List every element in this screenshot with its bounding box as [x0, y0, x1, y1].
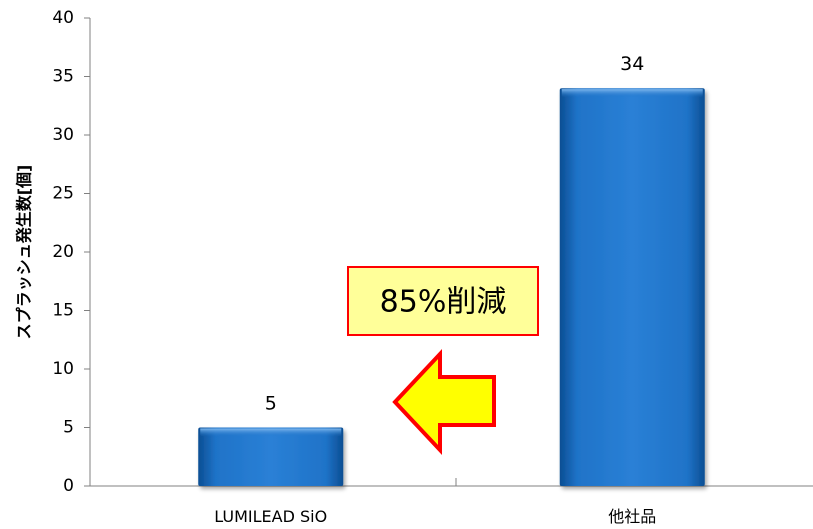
category-label: 他社品	[608, 507, 656, 526]
y-axis-ticks: 0 5 10 15 20 25 30 35 40	[52, 8, 90, 496]
bar-highlight	[200, 428, 342, 437]
y-axis-label: スプラッシュ発生数[個]	[15, 165, 34, 340]
callout-text: 85%削減	[380, 285, 507, 320]
bar-highlight	[561, 89, 703, 98]
category-label: LUMILEAD SiO	[214, 507, 327, 526]
data-label: 5	[265, 393, 277, 415]
y-tick-label: 10	[52, 359, 74, 379]
bar-2	[559, 88, 705, 486]
reduction-callout: 85%削減	[347, 266, 539, 336]
y-tick-label: 25	[52, 184, 74, 204]
y-tick-label: 20	[52, 242, 74, 262]
left-arrow-icon	[392, 348, 496, 456]
bar-1	[198, 427, 344, 486]
y-tick-label: 15	[52, 301, 74, 321]
bar-body	[559, 88, 705, 486]
y-tick-label: 5	[63, 418, 74, 438]
y-tick-label: 0	[63, 476, 74, 496]
category-labels: LUMILEAD SiO 他社品	[214, 507, 656, 526]
callout-box	[347, 266, 539, 336]
y-tick-label: 40	[52, 8, 74, 28]
y-tick-label: 35	[52, 67, 74, 87]
bars: 5 34	[198, 53, 705, 486]
bar-body	[198, 427, 344, 486]
y-tick-label: 30	[52, 125, 74, 145]
data-label: 34	[620, 53, 644, 75]
